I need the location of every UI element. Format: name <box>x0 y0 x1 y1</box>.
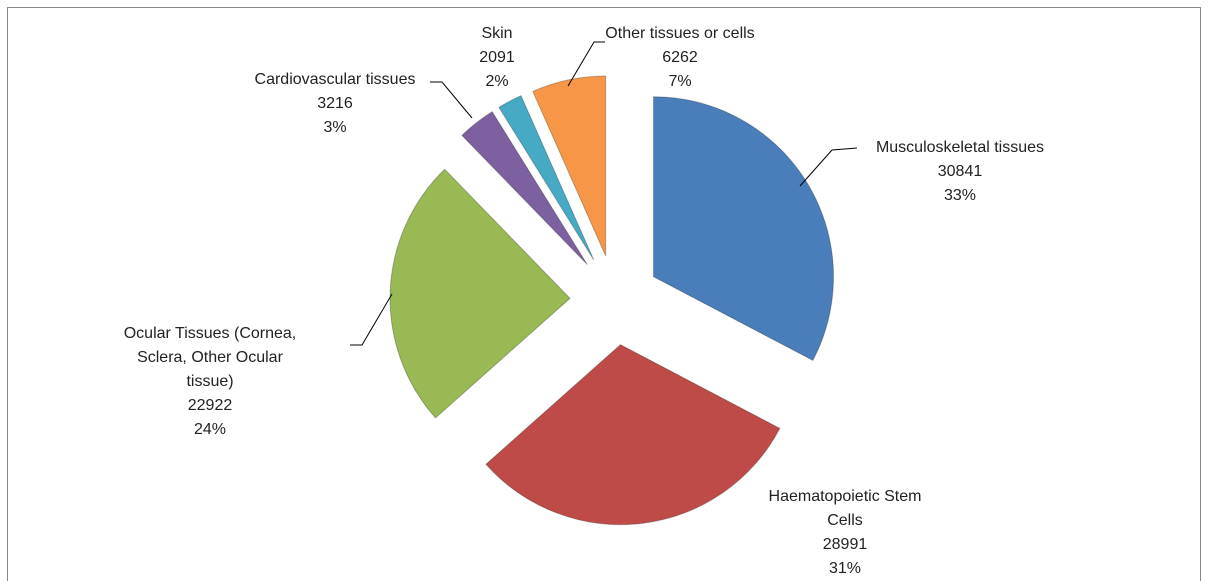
value-label: 6262 <box>662 49 698 66</box>
pie-slice <box>485 344 781 526</box>
pie-slice <box>389 168 571 419</box>
category-label: Cardiovascular tissues <box>254 71 416 88</box>
slice-label: Musculoskeletal tissues 30841 33% <box>840 136 1080 208</box>
category-label: Other tissues or cells <box>605 25 755 42</box>
percent-label: 33% <box>943 187 977 204</box>
leader-line <box>350 293 393 346</box>
value-label: 22922 <box>187 397 233 414</box>
slice-label: Skin 2091 2% <box>457 22 537 94</box>
value-label: 28991 <box>822 536 868 553</box>
percent-label: 24% <box>193 421 227 438</box>
pie-slice <box>461 111 588 265</box>
value-label: 2091 <box>479 49 515 66</box>
percent-label: 2% <box>485 73 509 90</box>
leader-line <box>430 81 473 119</box>
value-label: 3216 <box>317 95 353 112</box>
chart-border <box>7 7 1201 581</box>
pie-slice <box>653 96 835 362</box>
leader-line <box>567 41 605 87</box>
pie-slice <box>498 95 595 261</box>
percent-label: 3% <box>323 119 347 136</box>
slice-label: Other tissues or cells 6262 7% <box>580 22 780 94</box>
slice-label: Haematopoietic Stem Cells 28991 31% <box>760 485 930 581</box>
category-label: Ocular Tissues (Cornea, Sclera, Other Oc… <box>123 325 297 390</box>
leader-line <box>799 147 858 187</box>
slice-label: Ocular Tissues (Cornea, Sclera, Other Oc… <box>120 322 300 442</box>
percent-label: 7% <box>668 73 692 90</box>
percent-label: 31% <box>828 560 862 577</box>
value-label: 30841 <box>937 163 983 180</box>
category-label: Skin <box>481 25 513 42</box>
slice-label: Cardiovascular tissues 3216 3% <box>225 68 445 140</box>
category-label: Musculoskeletal tissues <box>875 139 1045 156</box>
category-label: Haematopoietic Stem Cells <box>768 488 922 529</box>
pie-slice <box>532 75 607 257</box>
